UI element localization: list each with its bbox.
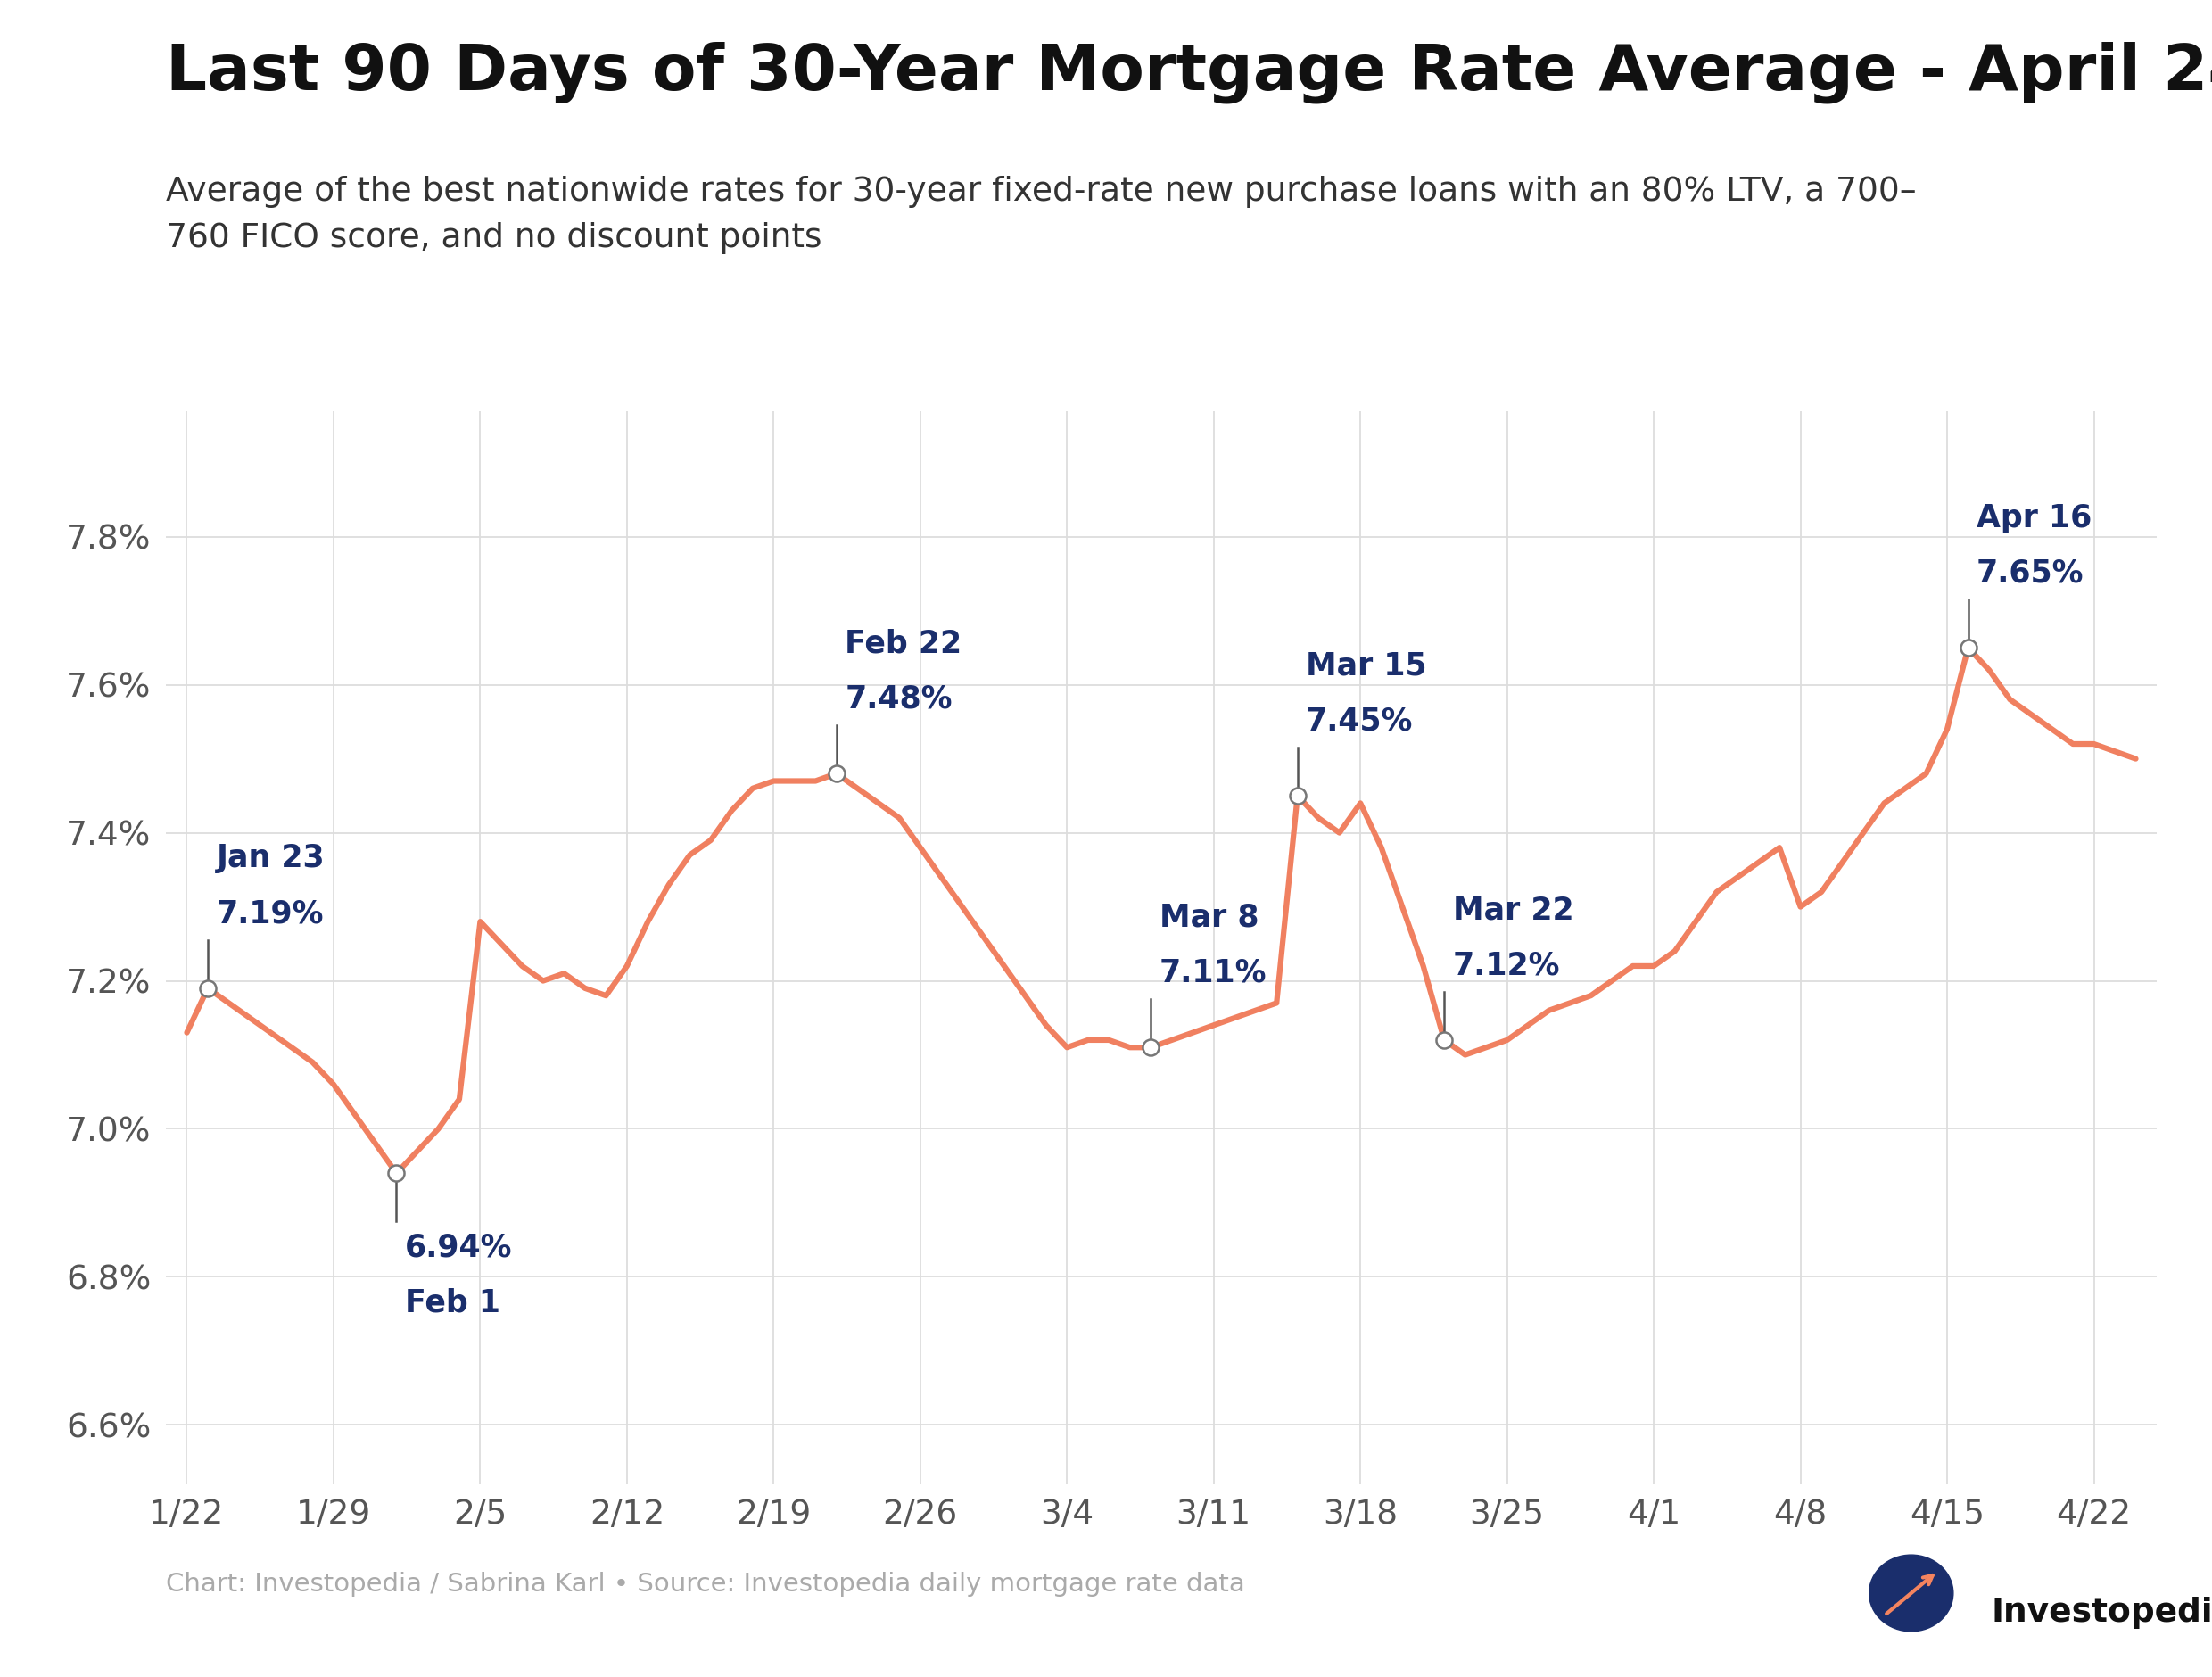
Text: Investopedia: Investopedia [1991,1597,2212,1628]
Text: 7.65%: 7.65% [1978,558,2084,589]
Text: Feb 1: Feb 1 [405,1288,500,1318]
Text: 7.11%: 7.11% [1159,958,1267,988]
Text: Apr 16: Apr 16 [1978,503,2093,533]
Text: Jan 23: Jan 23 [217,844,325,874]
Text: Feb 22: Feb 22 [845,629,962,659]
Text: Chart: Investopedia / Sabrina Karl • Source: Investopedia daily mortgage rate da: Chart: Investopedia / Sabrina Karl • Sou… [166,1571,1245,1597]
Text: Last 90 Days of 30-Year Mortgage Rate Average - April 24, 2024: Last 90 Days of 30-Year Mortgage Rate Av… [166,42,2212,104]
Text: 7.48%: 7.48% [845,684,953,714]
Text: 6.94%: 6.94% [405,1233,513,1263]
Text: 7.19%: 7.19% [217,899,323,929]
Text: Mar 15: Mar 15 [1305,651,1427,681]
Text: Mar 8: Mar 8 [1159,902,1259,932]
Circle shape [1869,1555,1953,1632]
Text: 7.45%: 7.45% [1305,706,1413,736]
Text: 7.12%: 7.12% [1453,951,1559,981]
Text: Average of the best nationwide rates for 30-year fixed-rate new purchase loans w: Average of the best nationwide rates for… [166,176,1916,253]
Text: Mar 22: Mar 22 [1453,896,1573,926]
